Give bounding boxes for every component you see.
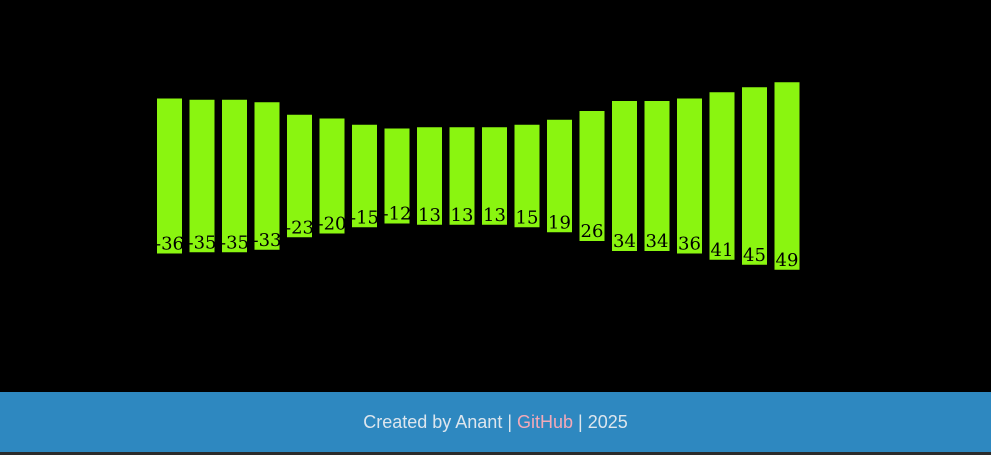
bar-value-label: -35 xyxy=(188,232,217,253)
bar-value-label: 13 xyxy=(418,205,441,226)
bar xyxy=(677,98,702,254)
bar xyxy=(417,127,442,225)
bar xyxy=(709,92,735,260)
footer-divider xyxy=(0,452,991,455)
bar xyxy=(222,99,247,253)
bar xyxy=(774,82,800,270)
github-link[interactable]: GitHub xyxy=(517,411,574,432)
bar xyxy=(482,127,507,225)
footer-year-text: | 2025 xyxy=(573,411,628,432)
bar-value-label: 41 xyxy=(711,240,734,261)
bar-value-label: -12 xyxy=(383,204,412,225)
bar-value-label: -36 xyxy=(155,234,184,255)
bar xyxy=(157,98,182,254)
footer: Created by Anant | GitHub | 2025 xyxy=(0,392,991,452)
bar xyxy=(547,119,572,233)
bar xyxy=(287,114,312,238)
bar-value-label: 15 xyxy=(516,207,539,228)
bar-value-label: 13 xyxy=(451,205,474,226)
bar xyxy=(189,99,215,253)
bar-value-label: 49 xyxy=(776,250,799,271)
bar-value-label: 36 xyxy=(678,234,701,255)
bar-value-label: -33 xyxy=(253,230,282,251)
bar xyxy=(449,127,475,225)
bar xyxy=(579,111,605,241)
bar xyxy=(254,102,280,250)
bar xyxy=(384,128,410,224)
bar xyxy=(644,101,670,251)
bar-value-label: -35 xyxy=(220,232,249,253)
bar-chart: -36 -35 -35 -33 -23 -20 -15 -12 13 13 13 15 19 26 34 34… xyxy=(155,82,800,271)
bar-chart-svg: -36 -35 -35 -33-23 -20 -15 -12 13 13 13 15 19 26 34 34… xyxy=(155,82,800,271)
bar-value-label: 45 xyxy=(743,245,766,266)
bar-value-label: 19 xyxy=(548,212,571,233)
bar xyxy=(612,101,637,251)
bar-value-label: 13 xyxy=(483,205,506,226)
bar-value-label: 34 xyxy=(646,231,669,252)
bar-value-label: -20 xyxy=(318,214,347,235)
bar xyxy=(514,124,540,228)
footer-credit-text: Created by Anant | xyxy=(363,411,517,432)
bar xyxy=(319,118,345,234)
bar-value-label: 26 xyxy=(581,221,604,242)
bar-value-label: 34 xyxy=(613,231,636,252)
bar xyxy=(352,124,377,228)
bar xyxy=(742,87,767,265)
bar-value-label: -23 xyxy=(285,217,314,238)
bar-value-label: -15 xyxy=(350,207,379,228)
